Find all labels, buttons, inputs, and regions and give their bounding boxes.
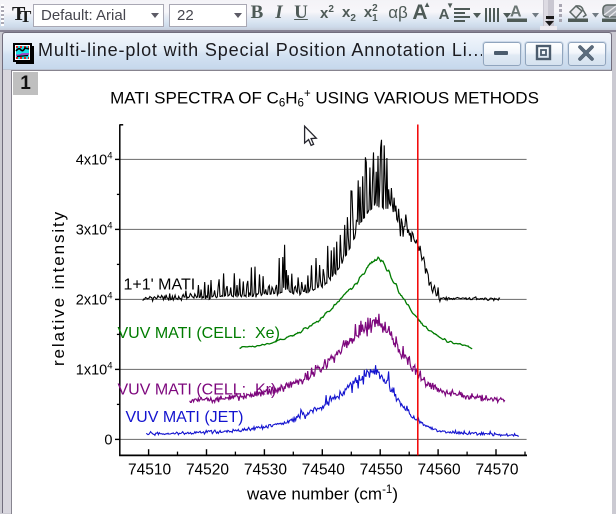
svg-text:relative intensity: relative intensity (49, 210, 68, 366)
svg-text:4x104: 4x104 (76, 151, 113, 169)
svg-text:wave number (cm-1): wave number (cm-1) (246, 484, 398, 504)
svg-text:VUV MATI (CELL: Xe): VUV MATI (CELL: Xe) (118, 325, 280, 342)
svg-text:0: 0 (104, 433, 112, 449)
svg-text:1x104: 1x104 (76, 361, 113, 379)
svg-text:74540: 74540 (302, 462, 345, 479)
svg-text:74520: 74520 (186, 462, 229, 479)
svg-text:74510: 74510 (128, 462, 171, 479)
svg-text:74530: 74530 (244, 462, 287, 479)
svg-text:74570: 74570 (475, 462, 518, 479)
svg-text:MATI SPECTRA OF C6H6+ USING VA: MATI SPECTRA OF C6H6+ USING VARIOUS METH… (110, 88, 539, 110)
svg-text:VUV MATI (CELL: Kr): VUV MATI (CELL: Kr) (118, 381, 277, 398)
svg-text:74560: 74560 (418, 462, 461, 479)
svg-text:2x104: 2x104 (76, 291, 113, 309)
svg-text:74550: 74550 (360, 462, 403, 479)
svg-text:3x104: 3x104 (76, 221, 113, 239)
svg-text:VUV MATI (JET): VUV MATI (JET) (126, 409, 244, 426)
svg-text:1+1' MATI: 1+1' MATI (124, 277, 196, 294)
svg-text:A: A (510, 4, 522, 21)
